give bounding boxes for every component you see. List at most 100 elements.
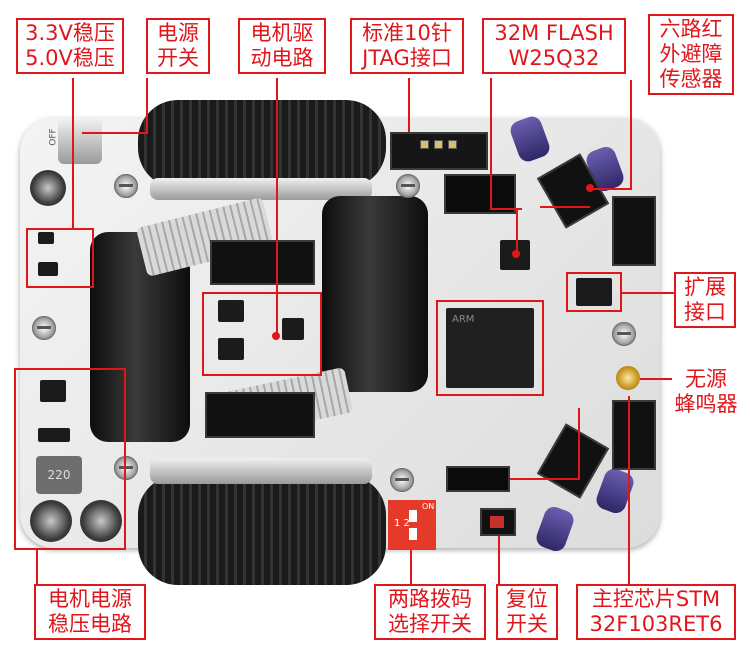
label-ir-line2: 外避障 <box>659 42 723 66</box>
label-ir-line1: 六路红 <box>659 17 723 41</box>
pin-header-1 <box>420 140 429 149</box>
capacitor-top-left <box>30 170 66 206</box>
jtag-header-socket <box>444 174 516 214</box>
motor-driver-box-t <box>202 292 322 294</box>
screw-6 <box>390 468 414 492</box>
screw-3 <box>32 316 56 340</box>
motor-regulator-chip <box>40 380 66 402</box>
dip-switch[interactable]: ON 1 2 <box>388 500 436 550</box>
mcu-box-b <box>436 394 544 396</box>
expansion-box-l <box>566 272 568 312</box>
mcu-chip: ARM <box>446 308 534 388</box>
bottom-wheel <box>138 475 386 585</box>
mcu-marking: ARM <box>452 314 475 325</box>
motor-driver-chip-3 <box>282 318 304 340</box>
motor-driver-dot <box>272 332 280 340</box>
label-dip-line1: 两路拨码 <box>388 587 472 611</box>
leader-ir-h2 <box>540 206 590 208</box>
motor-driver-chip-2 <box>218 338 244 360</box>
dip-on-text: ON <box>422 502 435 511</box>
leader-ir <box>630 80 632 190</box>
regulator-chip-1 <box>38 232 54 244</box>
leader-ir-h <box>590 188 632 190</box>
leader-power-switch-h <box>82 132 148 134</box>
leader-mcu <box>628 396 630 584</box>
leader-power-switch <box>146 78 148 134</box>
motor-connector-upper <box>210 240 315 285</box>
dip-lever-1[interactable] <box>409 510 417 522</box>
label-ir-line3: 传感器 <box>659 67 723 91</box>
top-wheel-hub <box>150 178 372 200</box>
leader-bottom-header <box>510 478 580 480</box>
label-motor-driver: 电机驱 动电路 <box>238 18 326 74</box>
label-flash-line2: W25Q32 <box>508 46 600 70</box>
pin-header-2 <box>434 140 443 149</box>
leader-regulator-box-r <box>92 228 94 288</box>
label-motor-power-line2: 稳压电路 <box>48 612 132 636</box>
label-regulator: 3.3V稳压 5.0V稳压 <box>16 18 124 74</box>
screw-1 <box>114 174 138 198</box>
leader-flash-h <box>490 208 522 210</box>
label-reset: 复位 开关 <box>496 584 558 640</box>
label-mcu-line1: 主控芯片STM <box>591 587 721 611</box>
label-mcu-line2: 32F103RET6 <box>589 612 723 636</box>
label-motor-power-line1: 电机电源 <box>48 587 132 611</box>
screw-2 <box>396 174 420 198</box>
label-dip-line2: 选择开关 <box>388 612 472 636</box>
ir-holder-right-bottom <box>612 400 656 470</box>
motor-power-box-t <box>14 368 126 370</box>
label-motor-driver-line2: 动电路 <box>250 46 314 70</box>
label-power-switch: 电源 开关 <box>146 18 210 74</box>
power-switch[interactable] <box>58 118 102 164</box>
capacitor-bottom-left-2 <box>80 500 122 542</box>
leader-reset <box>498 536 500 584</box>
motor-driver-chip-1 <box>218 300 244 322</box>
pin-header-3 <box>448 140 457 149</box>
label-regulator-line2: 5.0V稳压 <box>25 46 115 70</box>
inductor: 220 <box>36 456 82 494</box>
right-motor <box>322 196 428 392</box>
label-flash-line1: 32M FLASH <box>494 21 614 45</box>
label-motor-power: 电机电源 稳压电路 <box>34 584 146 640</box>
reset-button[interactable] <box>480 508 516 536</box>
leader-regulator-box-b <box>26 286 94 288</box>
jtag-connector <box>390 132 488 170</box>
leader-dip <box>410 550 412 584</box>
label-power-switch-line1: 电源 <box>157 21 199 45</box>
switch-off-text: OFF <box>48 128 59 146</box>
expansion-chip <box>576 278 612 306</box>
expansion-box-b <box>566 310 622 312</box>
motor-power-box-b <box>14 548 126 550</box>
buzzer <box>616 366 640 390</box>
label-reset-line1: 复位 <box>506 587 548 611</box>
label-power-switch-line2: 开关 <box>157 46 199 70</box>
label-jtag-line1: 标准10针 <box>362 21 452 45</box>
leader-regulator-box-l <box>26 228 28 288</box>
leader-motor-driver <box>276 78 278 336</box>
motor-power-box-r <box>124 368 126 550</box>
motor-connector-lower <box>205 392 315 438</box>
label-regulator-line1: 3.3V稳压 <box>25 21 115 45</box>
leader-jtag <box>408 78 410 132</box>
flash-dot <box>512 250 520 258</box>
diode <box>38 428 70 442</box>
label-expansion: 扩展 接口 <box>674 272 736 328</box>
label-ir-sensors: 六路红 外避障 传感器 <box>648 14 734 95</box>
leader-regulator-box <box>26 228 94 230</box>
label-buzzer: 无源 蜂鸣器 <box>664 366 748 418</box>
label-expansion-line1: 扩展 <box>684 275 726 299</box>
motor-driver-box-l <box>202 292 204 376</box>
label-buzzer-line2: 蜂鸣器 <box>674 392 738 416</box>
label-expansion-line2: 接口 <box>684 300 726 324</box>
regulator-chip-2 <box>38 262 58 276</box>
screw-4 <box>612 322 636 346</box>
dip-numbers: 1 2 <box>394 518 410 529</box>
motor-driver-box-r <box>320 292 322 376</box>
mcu-box-r <box>542 300 544 396</box>
dip-lever-2[interactable] <box>409 528 417 540</box>
motor-driver-box-b <box>202 374 322 376</box>
expansion-box-t <box>566 272 622 274</box>
mcu-box-l <box>436 300 438 396</box>
ir-dot <box>586 184 594 192</box>
